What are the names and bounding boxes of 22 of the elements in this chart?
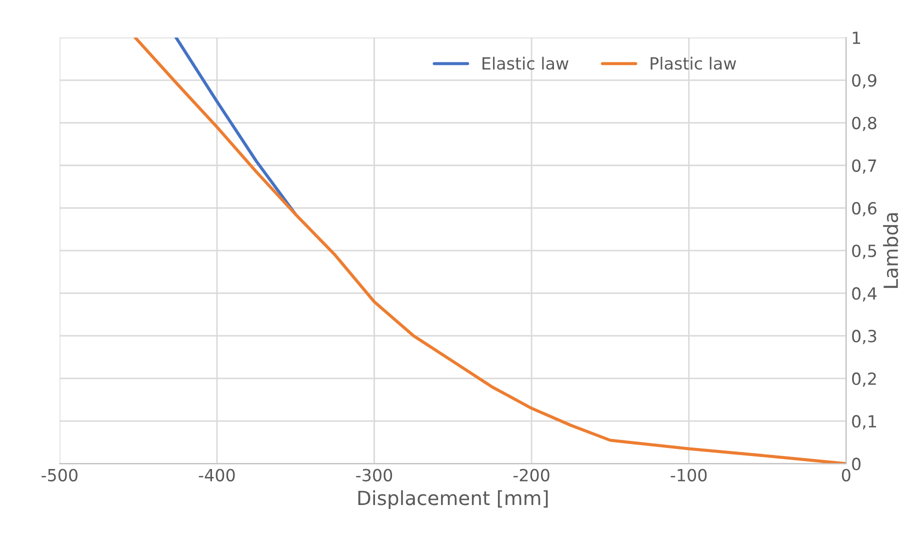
x-tick-label: -500 [42, 468, 78, 482]
y-tick-label: 0 [852, 458, 861, 470]
y-tick-label: 0,8 [852, 116, 876, 132]
legend-label: Plastic law [650, 56, 736, 70]
y-tick-label: 0,4 [852, 287, 877, 302]
x-tick-label: -100 [670, 468, 707, 482]
x-tick-label: -200 [513, 468, 550, 482]
y-tick-label: 0,9 [852, 74, 876, 88]
y-tick-label: 0,2 [852, 372, 876, 387]
x-tick-label: -400 [198, 468, 235, 482]
y-tick-label: 0,7 [852, 159, 876, 174]
x-tick-label: -300 [356, 468, 392, 482]
line-series [174, 38, 298, 216]
x-tick-label: 0 [842, 468, 850, 482]
legend-label: Elastic law [482, 56, 568, 70]
y-axis-title: Lambda [883, 213, 898, 288]
y-tick-label: 1 [852, 32, 860, 44]
x-axis-title: Displacement [mm] [358, 490, 548, 510]
y-tick-label: 0,3 [852, 330, 876, 344]
y-tick-label: 0,1 [852, 415, 876, 430]
y-tick-label: 0,6 [852, 202, 876, 216]
y-tick-label: 0,5 [852, 244, 876, 259]
